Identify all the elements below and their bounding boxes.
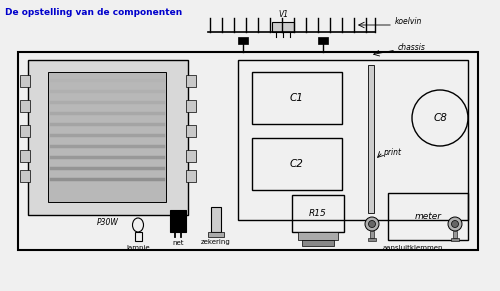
Bar [28, 60, 188, 215]
Bar [20, 125, 30, 137]
Text: aansluitklemmen: aansluitklemmen [383, 245, 444, 251]
Bar [318, 37, 328, 44]
Text: P30W: P30W [97, 218, 119, 227]
Bar [20, 150, 30, 162]
Circle shape [365, 217, 379, 231]
Bar [453, 231, 457, 238]
Text: chassis: chassis [398, 43, 426, 52]
Bar [186, 125, 196, 137]
Bar [252, 138, 342, 190]
Text: print: print [383, 148, 401, 157]
Bar [368, 238, 376, 241]
Bar [20, 170, 30, 182]
Text: De opstelling van de componenten: De opstelling van de componenten [5, 8, 182, 17]
Bar [186, 150, 196, 162]
Bar [451, 238, 459, 241]
Bar [20, 100, 30, 112]
Text: R15: R15 [309, 209, 327, 218]
Bar [388, 193, 468, 240]
Bar [302, 240, 334, 246]
Bar [170, 210, 186, 232]
Bar [134, 232, 141, 241]
Bar [20, 75, 30, 87]
Bar [211, 207, 221, 232]
Bar [252, 72, 342, 124]
Bar [186, 100, 196, 112]
Bar [238, 37, 248, 44]
Text: net: net [172, 240, 184, 246]
Bar [186, 170, 196, 182]
Bar [370, 231, 374, 238]
Bar [208, 232, 224, 237]
Text: koelvin: koelvin [395, 17, 422, 26]
Bar [48, 72, 166, 202]
Text: C1: C1 [290, 93, 304, 103]
Text: meter: meter [414, 212, 442, 221]
Bar [368, 65, 374, 213]
Bar [292, 195, 344, 232]
Text: V1: V1 [278, 10, 288, 19]
Circle shape [452, 221, 458, 228]
Text: C8: C8 [433, 113, 447, 123]
Bar [186, 75, 196, 87]
Bar [298, 232, 338, 240]
Circle shape [368, 221, 376, 228]
Text: lampje: lampje [126, 245, 150, 251]
Bar [18, 52, 478, 250]
Text: zekering: zekering [201, 239, 231, 245]
Bar [272, 22, 294, 32]
Circle shape [448, 217, 462, 231]
Bar [238, 60, 468, 220]
Text: C2: C2 [290, 159, 304, 169]
